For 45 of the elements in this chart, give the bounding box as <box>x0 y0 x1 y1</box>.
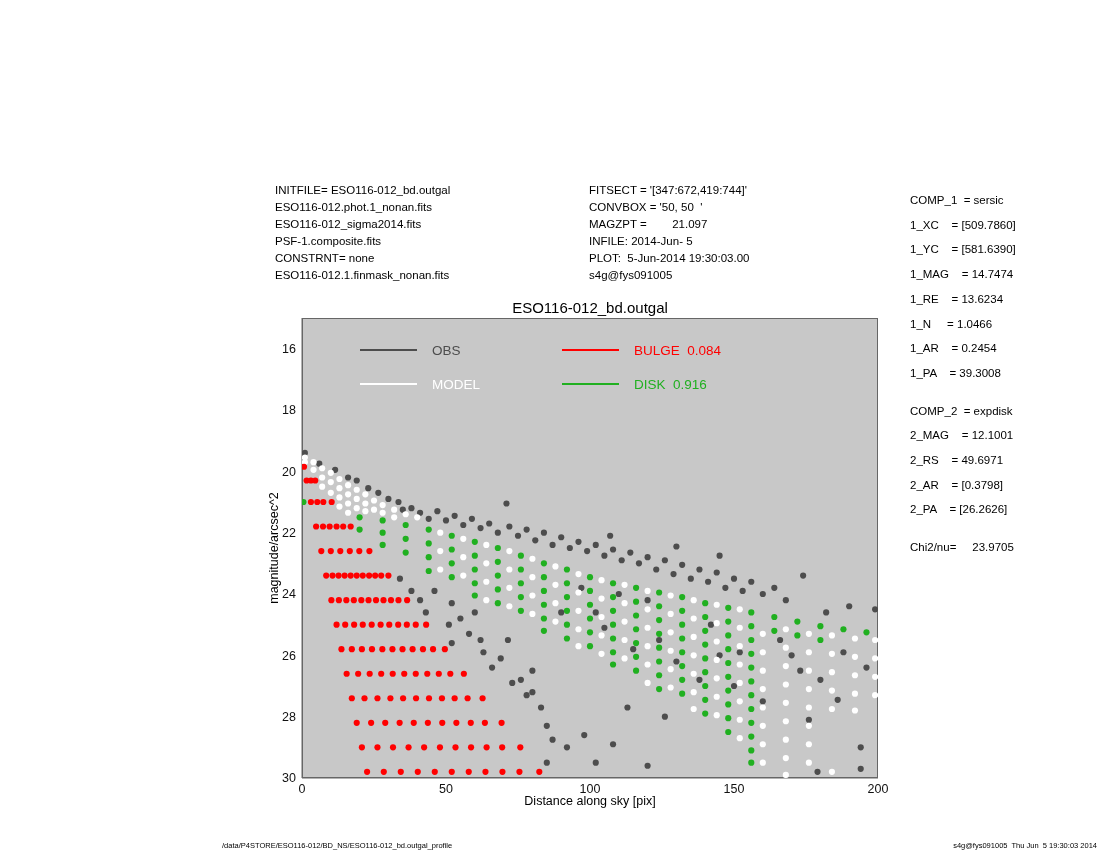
y-tick-label: 28 <box>282 710 297 725</box>
text: CONSTRNT= none <box>275 250 375 265</box>
legend-label: BULGE 0.084 <box>634 342 722 358</box>
text: 1_AR = 0.2454 <box>910 341 997 356</box>
x-tick-label: 150 <box>723 781 745 796</box>
text: 1_PA = 39.3008 <box>910 365 1001 380</box>
y-tick-label: 24 <box>282 587 297 602</box>
text: 1_XC = [509.7860] <box>910 217 1016 232</box>
text: COMP_1 = sersic <box>910 193 1004 207</box>
text: s4g@fys091005 <box>589 267 673 282</box>
chart-title: ESO116-012_bd.outgal <box>511 299 669 316</box>
text: 1_YC = [581.6390] <box>910 242 1016 257</box>
y-tick-label: 22 <box>282 526 297 541</box>
text: MAGZPT = 21.097 <box>589 216 708 231</box>
y-tick-label: 16 <box>282 342 297 357</box>
x-tick-label: 50 <box>439 781 453 796</box>
text: 2_AR = [0.3798] <box>910 477 1004 492</box>
text: 1_MAG = 14.7474 <box>910 267 1014 282</box>
x-tick-label: 100 <box>579 781 601 796</box>
text: INITFILE= ESO116-012_bd.outgal <box>275 183 451 197</box>
x-tick-label: 200 <box>867 781 889 796</box>
y-tick-label: 26 <box>282 648 297 663</box>
text: 2_PA = [26.2626] <box>910 502 1008 517</box>
text: Chi2/nu= 23.9705 <box>910 540 1014 555</box>
text: 2_RS = 49.6971 <box>910 453 1004 467</box>
text: 2_MAG = 12.1001 <box>910 428 1014 443</box>
legend-label: OBS <box>432 342 461 358</box>
text: ESO116-012_sigma2014.fits <box>275 216 422 231</box>
text: PLOT: 5-Jun-2014 19:30:03.00 <box>589 250 750 265</box>
y-tick-label: 30 <box>282 771 297 786</box>
text: INFILE: 2014-Jun- 5 <box>589 233 693 248</box>
text: COMP_2 = expdisk <box>910 403 1013 418</box>
text: ESO116-012.phot.1_nonan.fits <box>275 199 433 214</box>
text: 1_RE = 13.6234 <box>910 291 1004 306</box>
legend-label: DISK 0.916 <box>634 376 707 392</box>
text: 1_N = 1.0466 <box>910 316 993 331</box>
y-axis-title: magnitude/arcsec^2 <box>267 492 281 604</box>
text: PSF-1.composite.fits <box>275 233 382 248</box>
x-axis-title: Distance along sky [pix] <box>523 794 657 808</box>
text: CONVBOX = '50, 50 ' <box>589 199 703 214</box>
y-tick-label: 20 <box>282 464 297 479</box>
text: FITSECT = '[347:672,419:744]' <box>589 183 747 197</box>
y-tick-label: 18 <box>282 403 297 418</box>
text: ESO116-012.1.finmask_nonan.fits <box>275 267 450 282</box>
x-tick-label: 0 <box>298 781 306 796</box>
